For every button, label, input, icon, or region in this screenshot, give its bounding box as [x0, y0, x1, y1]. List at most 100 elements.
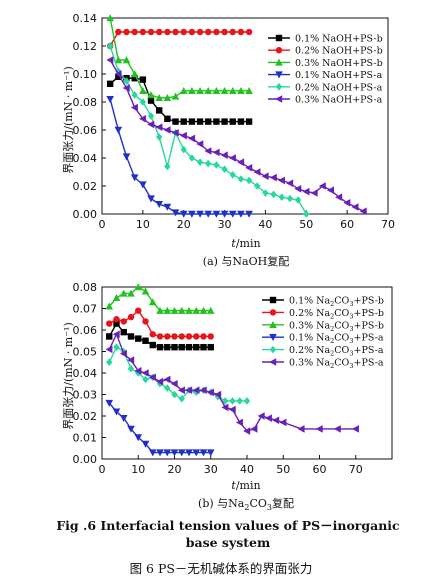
chart-b-series-5-point: [127, 364, 135, 373]
chart-b-series-6: [105, 330, 359, 435]
chart-b-series-3-point: [192, 306, 201, 314]
chart-b-x-tick-label: 30: [204, 463, 218, 476]
chart-a-x-axis-label: t/min: [231, 237, 260, 250]
chart-a-series-4-point: [212, 210, 221, 218]
chart-a-series-4-point: [139, 181, 147, 189]
chart-a-series-1-point: [237, 118, 245, 125]
chart-b-series-5-point: [106, 358, 113, 367]
chart-a-series-4-point: [196, 210, 204, 218]
chart-b-series-4-point: [192, 449, 201, 457]
chart-b-series-1-point: [149, 341, 156, 349]
chart-b-series-layer: [105, 283, 359, 457]
chart-a-series-2-point: [147, 28, 155, 36]
chart-a-series-4-point: [220, 210, 229, 218]
chart-a-series-6-point: [228, 154, 236, 162]
chart-b-x-axis-var: t: [231, 479, 236, 492]
chart-a-legend-item-5: 0.2% NaOH+PS-a: [268, 82, 383, 93]
chart-a-series-6-point: [310, 189, 318, 197]
chart-a-series-2: [106, 28, 253, 50]
chart-b-series-4-point: [185, 449, 193, 457]
chart-a-series-6-point: [327, 186, 334, 194]
chart-a-series-5-point: [196, 158, 204, 166]
chart-a-series-2-line: [109, 31, 250, 47]
chart-a-x-tick-label: 10: [136, 218, 150, 231]
chart-a-series-1-point: [115, 73, 122, 80]
chart-b-series-1-point: [127, 333, 135, 340]
chart-b-series-6-point: [112, 330, 120, 339]
chart-b-series-5: [106, 343, 251, 405]
chart-b-series-6-point: [163, 375, 171, 384]
chart-a-legend-label: 0.3% NaOH+PS-b: [295, 58, 383, 69]
chart-a-series-6-point: [359, 207, 367, 215]
chart-a-series-3-point: [179, 87, 188, 94]
chart-a-series-6-point: [261, 172, 269, 180]
chart-a-series-2-point: [172, 28, 179, 36]
chart-a-series-3-point: [155, 94, 163, 101]
chart-a-series-2-point: [123, 28, 130, 36]
chart-a-legend-swatch-marker: [275, 47, 283, 54]
chart-b-series-1-point: [156, 344, 164, 351]
chart-b-series-5-point: [164, 384, 171, 392]
chart-b-series-3-point: [112, 293, 121, 301]
chart-a-series-1-point: [156, 107, 163, 114]
chart-b-series-1-point: [193, 344, 200, 351]
chart-a-series-3-point: [171, 92, 180, 100]
chart-b-series-6-point: [119, 349, 127, 358]
chart-a-series-3-point: [188, 87, 196, 94]
chart-b-series-5-point: [178, 395, 185, 403]
chart-a-series-3-point: [204, 87, 213, 94]
chart-a-series-5-point: [188, 154, 196, 162]
chart-a-series-5-point: [294, 196, 302, 204]
chart-b-series-6-point: [297, 425, 305, 433]
chart-b-series-4-point: [127, 425, 135, 433]
chart-b: 0 10 20 30 40 50 60 70 0.00 0.01 0.02 0.03 0.04 0.05 0…: [62, 281, 393, 512]
chart-a-series-5-point: [303, 210, 310, 218]
chart-a-series-5-point: [245, 176, 253, 185]
chart-b-legend-item-3: 0.3% Na2CO3+PS-b: [262, 320, 384, 333]
chart-a-series-6-point: [220, 151, 228, 159]
chart-a-series-2-point: [221, 28, 228, 36]
chart-a-y-tick-label: 0.02: [73, 180, 98, 193]
chart-b-series-4-point: [105, 399, 114, 407]
chart-a-series-6-point: [147, 120, 155, 129]
chart-a-legend-item-3: 0.3% NaOH+PS-b: [268, 58, 383, 69]
chart-a-x-tick-label: 30: [218, 218, 232, 231]
chart-b-series-5-point: [229, 397, 236, 405]
chart-b-series-5-point: [193, 388, 200, 397]
chart-b-series-5-point: [236, 397, 243, 405]
chart-a-series-6-point: [237, 158, 245, 166]
chart-b-x-tick-label: 0: [99, 463, 106, 476]
chart-a-series-2-point: [115, 28, 122, 36]
chart-b-series-4-point: [112, 408, 121, 416]
chart-a-series-6-point: [351, 203, 359, 211]
chart-a-series-6-point: [130, 103, 138, 112]
chart-b-subcaption-sub2: 3: [267, 503, 272, 512]
chart-b-series-6-point: [235, 418, 243, 427]
chart-b-series-5-point: [135, 369, 142, 377]
chart-b-series-2-point: [171, 333, 178, 340]
chart-b-ticks: 0 10 20 30 40 50 60 70 0.00 0.01 0.02 0.03 0.04 0.05 0…: [73, 281, 363, 476]
chart-b-series-2-point: [178, 333, 185, 340]
chart-a-series-2-point: [245, 28, 253, 36]
chart-a-series-4-point: [188, 210, 196, 218]
chart-a-series-5-point: [156, 133, 163, 141]
chart-b-series-4-point: [156, 449, 164, 457]
chart-a-series-5-line: [109, 45, 307, 215]
chart-a-series-3-point: [196, 87, 204, 94]
chart-b-series-3: [105, 283, 215, 314]
chart-b-subcaption-mid: CO: [249, 497, 266, 510]
chart-b-series-6-point: [351, 425, 359, 433]
chart-b-y-tick-label: 0.03: [73, 389, 98, 402]
chart-a-series-4-point: [130, 174, 139, 182]
chart-a-series-2-point: [131, 28, 138, 36]
chart-b-series-6-point: [141, 369, 149, 377]
chart-a-series-layer: [106, 14, 367, 218]
chart-b-series-5-point: [156, 379, 164, 388]
chart-a-series-5-point: [131, 91, 138, 99]
chart-b-series-3-point: [170, 306, 179, 314]
chart-b-series-6-point: [228, 405, 236, 414]
chart-b-series-4-point: [119, 414, 128, 422]
chart-b-legend-swatch-marker: [269, 309, 277, 316]
chart-b-x-tick-label: 70: [349, 463, 363, 476]
chart-a-series-4-point: [163, 203, 172, 211]
